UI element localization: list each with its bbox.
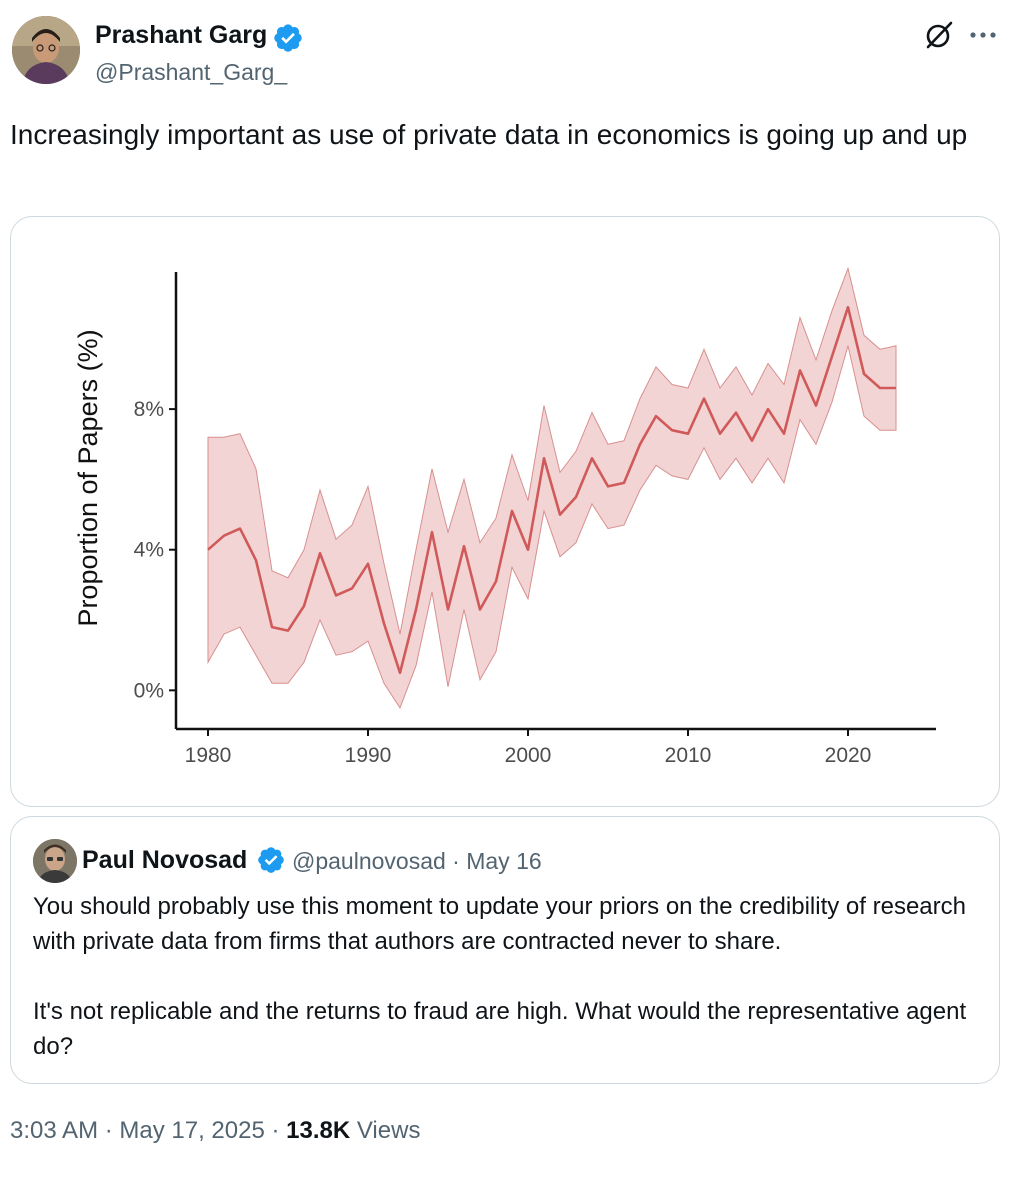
- grok-icon[interactable]: [924, 20, 954, 50]
- x-tick-label: 1990: [345, 744, 392, 767]
- author-name[interactable]: Prashant Garg: [95, 21, 268, 49]
- more-icon[interactable]: [966, 22, 1000, 48]
- verified-badge-icon: [272, 22, 304, 54]
- x-tick-label: 2010: [665, 744, 712, 767]
- author-avatar[interactable]: [12, 16, 80, 84]
- quote-text: You should probably use this moment to u…: [33, 889, 983, 1064]
- verified-badge-icon: [256, 845, 286, 875]
- line-chart: 0% 4% 8% 1980 1990 2000 2010 2020 Proportion o…: [73, 266, 936, 767]
- x-tick-label: 2020: [825, 744, 872, 767]
- quote-paragraph: You should probably use this moment to u…: [33, 893, 966, 955]
- quote-author-avatar[interactable]: [33, 839, 77, 883]
- series-line: [207, 305, 896, 675]
- x-axis-ticks: 1980 1990 2000 2010 2020: [185, 729, 872, 767]
- y-tick-label: 4%: [134, 539, 164, 562]
- quote-author-name[interactable]: Paul Novosad: [82, 846, 248, 874]
- y-axis-label: Proportion of Papers (%): [73, 329, 103, 626]
- y-tick-label: 0%: [134, 679, 164, 702]
- axes: [174, 272, 936, 731]
- quote-paragraph: It's not replicable and the returns to f…: [33, 998, 967, 1060]
- quote-meta[interactable]: @paulnovosad · May 16: [292, 848, 542, 874]
- views-label: Views: [350, 1117, 421, 1144]
- x-tick-label: 2000: [505, 744, 552, 767]
- media-card[interactable]: 0% 4% 8% 1980 1990 2000 2010 2020 Proportion o…: [10, 216, 1000, 807]
- tweet-text: Increasingly important as use of private…: [10, 119, 968, 150]
- y-tick-label: 8%: [134, 398, 164, 421]
- quote-tweet-card[interactable]: Paul Novosad @paulnovosad · May 16 You s…: [10, 816, 1000, 1084]
- tweet-footer: 3:03 AM · May 17, 2025 · 13.8K Views: [10, 1117, 420, 1145]
- tweet-timestamp[interactable]: 3:03 AM · May 17, 2025 ·: [10, 1117, 287, 1144]
- y-axis-ticks: 0% 4% 8%: [134, 398, 176, 702]
- views-count: 13.8K: [286, 1117, 351, 1144]
- author-handle[interactable]: @Prashant_Garg_: [95, 59, 288, 85]
- x-tick-label: 1980: [185, 744, 232, 767]
